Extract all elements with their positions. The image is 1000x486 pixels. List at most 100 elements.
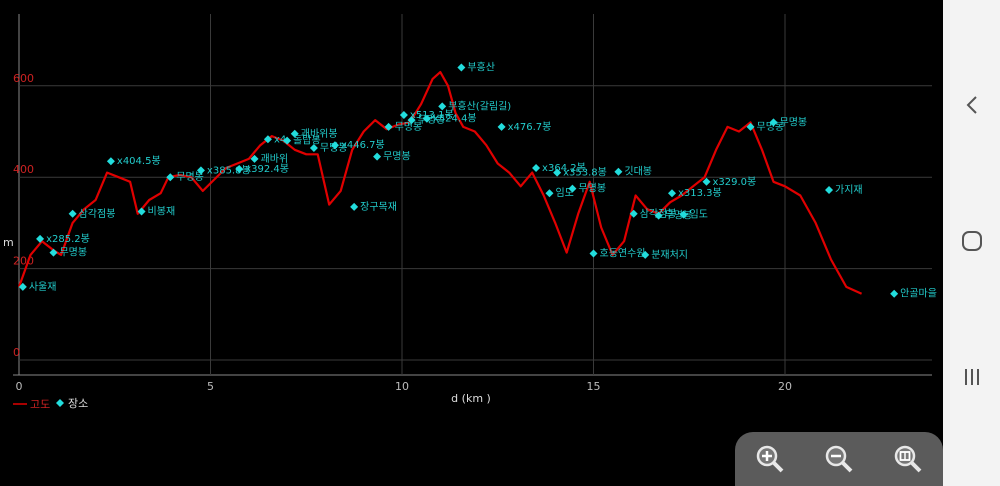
place-marker (568, 184, 577, 193)
place-marker (553, 168, 562, 177)
x-axis-label: d (km ) (451, 392, 491, 405)
y-tick-label: 0 (13, 346, 20, 359)
place-label: 무명봉 (780, 116, 808, 128)
x-tick-label: 0 (16, 380, 23, 393)
place-marker (702, 177, 711, 186)
place-marker (36, 234, 45, 243)
place-marker (373, 152, 382, 161)
place-label: 부흥산(갈림길) (448, 99, 511, 112)
place-marker (309, 143, 318, 152)
place-label: 호동연수원 (600, 248, 646, 260)
place-marker (250, 154, 259, 163)
place-label: x4 (274, 134, 286, 145)
place-label: 비봉재 (148, 205, 176, 217)
place-marker (545, 189, 554, 198)
place-label: 무명봉 (176, 171, 204, 183)
back-chevron-icon[interactable] (943, 75, 1000, 135)
place-marker (679, 210, 688, 219)
place-label: x385.8봉 (207, 164, 251, 176)
place-marker (196, 166, 205, 175)
place-marker (68, 209, 77, 218)
place-label: 안골마을 (900, 288, 937, 300)
place-marker (641, 250, 650, 259)
x-tick-label: 5 (207, 380, 214, 393)
place-marker (49, 248, 58, 257)
place-marker (457, 63, 466, 72)
place-marker (890, 289, 899, 298)
place-marker (384, 122, 393, 131)
place-marker (769, 118, 778, 127)
zoom-in-icon[interactable] (750, 439, 790, 479)
y-axis-label: m (3, 236, 14, 249)
place-label: 부흥산 (467, 61, 495, 74)
place-marker (399, 111, 408, 120)
place-marker (497, 122, 506, 131)
place-marker (407, 116, 416, 125)
y-tick-label: 600 (13, 72, 34, 85)
zoom-fit-icon[interactable] (888, 439, 928, 479)
place-marker (283, 136, 292, 145)
elevation-line (17, 71, 863, 295)
place-label: 깃대봉 (624, 166, 652, 178)
place-marker (137, 207, 146, 216)
zoom-out-icon[interactable] (819, 439, 859, 479)
place-marker (746, 122, 755, 131)
place-marker (589, 249, 598, 258)
place-label: 장구목재 (360, 201, 397, 213)
recents-icon[interactable] (943, 347, 1000, 407)
place-marker (654, 211, 663, 220)
place-label: 괘바위봉 (301, 127, 338, 140)
place-marker (629, 209, 638, 218)
place-label: 무명봉 (665, 210, 693, 222)
place-label: x364.2봉 (542, 162, 586, 174)
place-label: 임도 (690, 208, 708, 221)
place-marker (825, 185, 834, 194)
place-label: x404.5봉 (117, 155, 161, 167)
place-label: 괘바위 (261, 152, 289, 165)
place-label: x329.0봉 (712, 176, 756, 188)
place-label: x446.7봉 (341, 139, 385, 151)
place-marker (166, 173, 175, 182)
place-label: x476.7봉 (508, 121, 552, 133)
place-marker (422, 114, 431, 123)
place-label: 무명봉 (383, 151, 411, 163)
x-tick-label: 10 (395, 380, 409, 393)
place-label: 분재처지 (651, 249, 688, 261)
place-label: 무명봉 (59, 247, 87, 259)
place-label: 무명봉 (418, 114, 446, 126)
place-label: 무명봉 (757, 121, 785, 133)
x-tick-label: 15 (587, 380, 601, 393)
navigation-bar (943, 0, 1000, 486)
place-label: 무명봉 (395, 121, 423, 133)
place-marker (18, 282, 27, 291)
place-label: x392.4봉 (245, 163, 289, 175)
zoom-controls (735, 432, 943, 486)
place-label: x285.2봉 (46, 233, 90, 245)
place-label: x524.4봉 (433, 113, 477, 125)
place-label: x353.8봉 (563, 167, 607, 179)
home-icon[interactable] (943, 211, 1000, 271)
place-marker (235, 164, 244, 173)
y-tick-label: 400 (13, 163, 34, 176)
place-label: 사울재 (29, 281, 57, 293)
place-marker (614, 167, 623, 176)
x-tick-label: 20 (778, 380, 792, 393)
place-marker (668, 189, 677, 198)
place-marker (290, 129, 299, 138)
place-marker (106, 157, 115, 166)
place-label: x513.1봉 (410, 109, 454, 121)
place-label: 무명봉 (320, 142, 348, 154)
legend-label-places: 장소 (68, 397, 88, 410)
place-label: 돌탑봉 (293, 135, 321, 147)
place-marker (263, 135, 272, 144)
place-label: 가지재 (835, 184, 863, 196)
place-label: 삼각점봉 (79, 208, 116, 220)
legend-diamond-swatch (56, 399, 64, 407)
place-marker (438, 102, 447, 111)
place-marker (350, 202, 359, 211)
place-marker (532, 164, 541, 173)
place-label: x313.3봉 (678, 187, 722, 199)
place-marker (330, 141, 339, 150)
legend-label-elevation: 고도 (30, 398, 50, 411)
